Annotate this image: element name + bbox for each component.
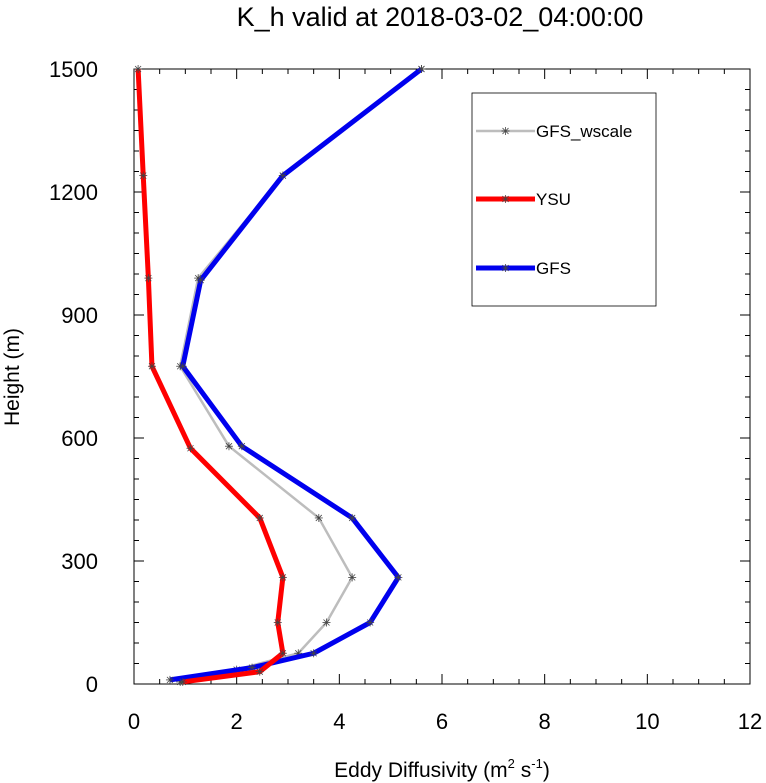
data-point-marker (134, 65, 143, 73)
x-tick-label: 8 (539, 709, 551, 734)
series-gfs (165, 65, 426, 684)
y-axis-label: Height (m) (1, 328, 24, 426)
legend-item: YSU (476, 190, 571, 209)
data-point-marker (394, 573, 403, 582)
data-point-marker (178, 677, 187, 686)
legend: GFS_wscale YSU GFS (471, 92, 657, 307)
data-point-marker (309, 649, 318, 658)
x-tick-label: 4 (333, 709, 345, 734)
series-ysu (134, 65, 287, 686)
x-axis-label: Eddy Diffusivity (m2 s-1) (334, 756, 550, 782)
y-tick-label: 900 (61, 303, 98, 328)
data-point-marker (278, 573, 287, 582)
series-layer (134, 65, 426, 686)
data-point-marker (165, 675, 174, 684)
data-point-marker (144, 274, 153, 283)
legend-label: GFS (536, 259, 571, 278)
data-point-marker (255, 513, 264, 522)
data-point-marker (366, 618, 375, 627)
x-tick-label: 0 (128, 709, 140, 734)
x-axis-ticks: 0 2 4 6 8 10 12 (128, 69, 762, 734)
data-point-marker (348, 513, 357, 522)
legend-item: GFS (476, 259, 571, 278)
data-point-marker (139, 171, 148, 180)
series-line (169, 67, 423, 683)
y-tick-label: 600 (61, 426, 98, 451)
chart-title: K_h valid at 2018-03-02_04:00:00 (237, 2, 644, 32)
data-point-marker (147, 362, 156, 371)
legend-box (471, 92, 657, 307)
data-point-marker (501, 195, 510, 203)
x-tick-label: 12 (738, 709, 762, 734)
y-tick-label: 1200 (49, 180, 98, 205)
data-point-marker (322, 618, 331, 627)
plot-frame (133, 68, 751, 685)
y-tick-label: 0 (86, 672, 98, 697)
legend-item: GFS_wscale (476, 122, 632, 141)
data-point-marker (224, 442, 233, 451)
x-tick-label: 10 (635, 709, 659, 734)
data-point-marker (278, 649, 287, 658)
data-point-marker (417, 65, 426, 73)
data-point-marker (314, 513, 323, 522)
data-point-marker (237, 442, 246, 451)
data-point-marker (196, 276, 205, 285)
data-point-marker (186, 444, 195, 453)
data-point-marker (501, 264, 510, 272)
y-tick-label: 1500 (49, 57, 98, 82)
data-point-marker (278, 171, 287, 180)
data-point-marker (255, 667, 264, 676)
data-point-marker (273, 618, 282, 627)
legend-label: YSU (536, 190, 571, 209)
series-line (135, 68, 286, 685)
x-tick-label: 6 (436, 709, 448, 734)
y-axis-ticks: 0 300 600 900 1200 1500 (49, 57, 750, 697)
x-tick-label: 2 (231, 709, 243, 734)
data-point-marker (501, 127, 510, 135)
data-point-marker (178, 362, 187, 371)
legend-label: GFS_wscale (536, 122, 632, 141)
data-point-marker (348, 573, 357, 582)
y-tick-label: 300 (61, 549, 98, 574)
